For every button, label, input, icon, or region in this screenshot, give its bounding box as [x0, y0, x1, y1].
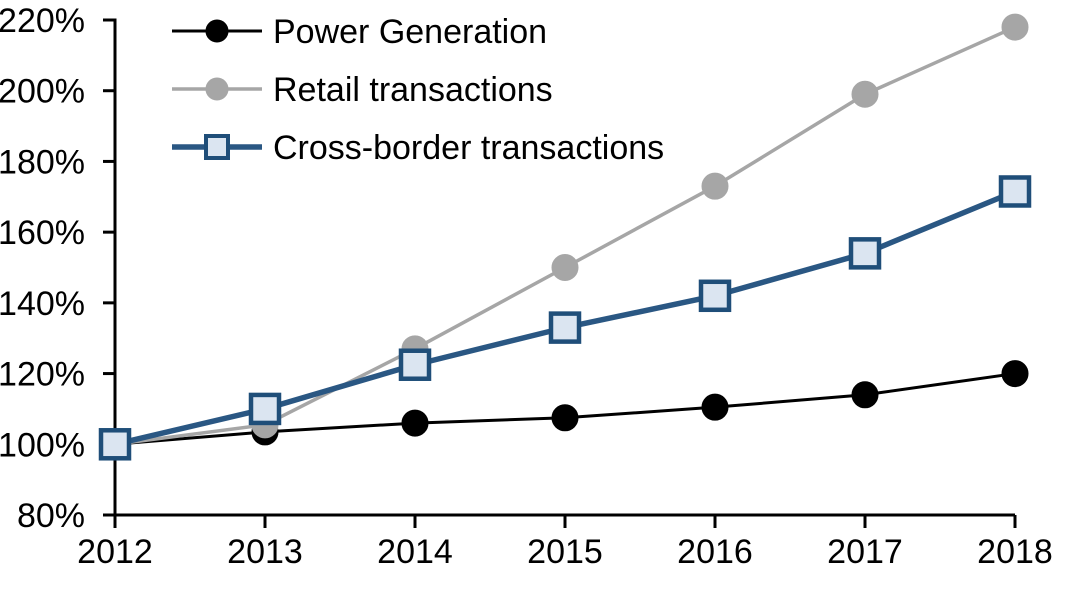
data-point-marker	[398, 348, 432, 381]
x-tick-label: 2014	[377, 533, 453, 571]
data-point-marker	[851, 381, 879, 409]
data-point-marker	[401, 409, 429, 437]
legend-marker-icon	[205, 77, 229, 101]
legend-label: Power Generation	[273, 13, 547, 51]
legend-label: Cross-border transactions	[273, 129, 664, 167]
data-point-marker	[548, 311, 582, 344]
x-tick-label: 2012	[77, 533, 153, 571]
x-tick-label: 2017	[827, 533, 903, 571]
data-point-marker	[698, 279, 732, 313]
x-tick-label: 2013	[227, 533, 303, 571]
data-point-marker	[1001, 360, 1029, 388]
x-tick-label: 2018	[977, 533, 1053, 571]
data-point-marker	[98, 428, 132, 461]
data-point-marker	[998, 175, 1032, 208]
x-tick-label: 2016	[677, 533, 753, 571]
y-tick-label: 220%	[0, 2, 85, 40]
data-point-marker	[848, 237, 882, 270]
data-point-marker	[701, 172, 729, 200]
y-tick-label: 200%	[0, 73, 85, 111]
data-point-marker	[1001, 13, 1029, 41]
y-tick-label: 100%	[0, 426, 85, 464]
y-tick-label: 160%	[0, 214, 85, 252]
x-tick-label: 2015	[527, 533, 603, 571]
data-point-marker	[551, 404, 579, 432]
y-tick-label: 120%	[0, 356, 85, 394]
y-tick-label: 140%	[0, 285, 85, 323]
data-point-marker	[851, 80, 879, 108]
y-tick-label: 80%	[17, 497, 85, 535]
data-point-marker	[551, 254, 579, 281]
y-tick-label: 180%	[0, 143, 85, 181]
legend-label: Retail transactions	[273, 71, 553, 109]
data-point-marker	[248, 392, 282, 426]
data-point-marker	[701, 393, 729, 421]
legend-marker-icon	[205, 19, 229, 43]
legend-marker-icon	[204, 134, 230, 160]
